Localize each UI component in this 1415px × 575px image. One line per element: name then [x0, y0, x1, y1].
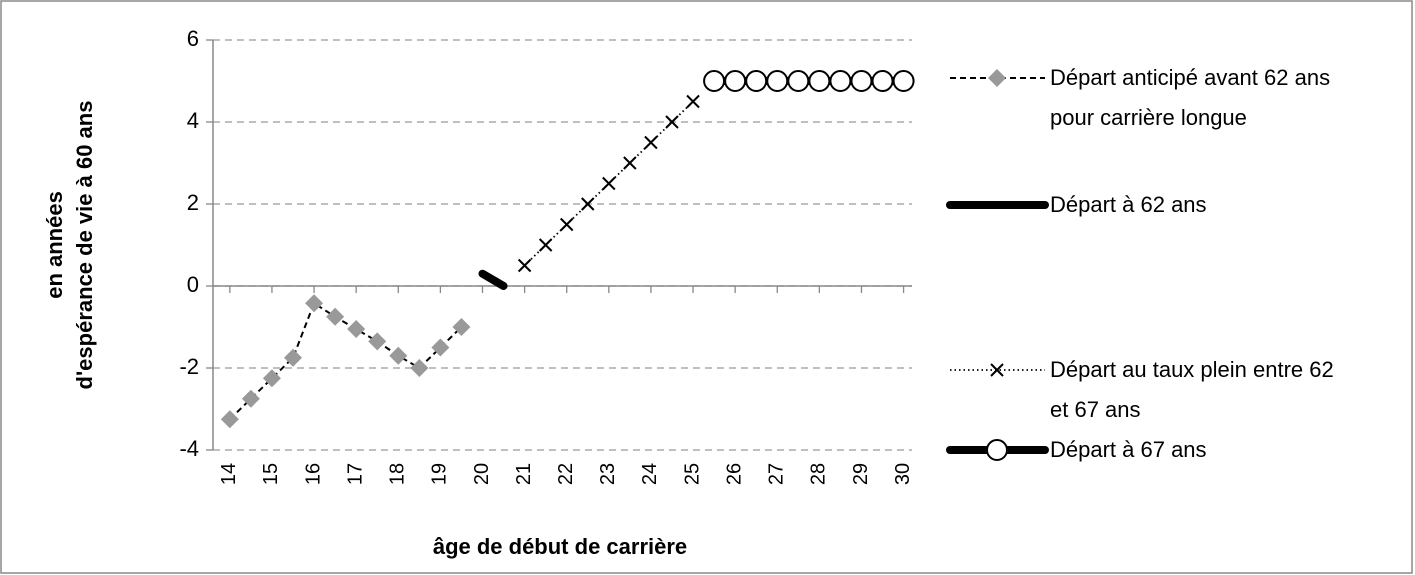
point: [766, 70, 789, 92]
legend-label: Départ à 67 ans: [1050, 437, 1207, 462]
y-axis-title: en années d'espérance de vie à 60 ans: [42, 101, 97, 390]
legend-label: Départ à 62 ans: [1050, 192, 1207, 217]
x-tick-label: 25: [681, 463, 703, 485]
y-tick-label: 4: [187, 108, 199, 133]
series-line: [478, 269, 508, 290]
legend-item: [946, 439, 1049, 461]
legend-marker: [986, 439, 1008, 461]
point: [808, 70, 831, 92]
y-tick-label: 6: [187, 26, 199, 51]
x-tick-label: 26: [723, 463, 745, 485]
x-tick-label: 16: [302, 463, 324, 485]
point: [581, 197, 595, 211]
point: [262, 369, 281, 388]
point: [829, 70, 852, 92]
point: [850, 70, 873, 92]
series-line: [229, 301, 463, 420]
point: [452, 318, 471, 336]
y-tick-label: 0: [187, 272, 199, 297]
point: [431, 338, 450, 357]
x-tick-label: 17: [344, 463, 366, 485]
point: [538, 238, 553, 252]
x-tick-label: 15: [260, 463, 282, 485]
x-tick-label: 24: [639, 463, 661, 485]
x-tick-label: 18: [387, 463, 409, 485]
y-tick-label: -2: [179, 354, 199, 379]
point: [892, 70, 915, 92]
legend-label: Départ au taux plein entre 62 et 67 ans: [1050, 357, 1334, 422]
point: [560, 217, 574, 232]
y-tick-label: 2: [187, 190, 199, 215]
point: [703, 70, 726, 92]
point: [326, 307, 345, 326]
point: [517, 258, 532, 273]
legend-label: Départ anticipé avant 62 ans pour carriè…: [1050, 65, 1331, 130]
point: [871, 70, 894, 92]
x-tick-label: 27: [766, 463, 788, 485]
x-tick-label: 29: [850, 463, 872, 485]
point: [623, 156, 637, 170]
y-axis-title-line: d'espérance de vie à 60 ans: [72, 101, 97, 390]
series: [703, 70, 915, 92]
series: [517, 94, 700, 273]
legend-item: [950, 363, 1045, 377]
series: [220, 294, 471, 429]
point: [241, 389, 260, 408]
point: [644, 135, 658, 150]
x-tick-label: 28: [808, 463, 830, 485]
point: [410, 359, 429, 377]
x-tick-label: 30: [892, 463, 914, 485]
y-tick-label: -4: [179, 436, 199, 461]
y-axis-title-line: en années: [42, 191, 67, 299]
point: [305, 294, 324, 313]
legend-marker: [990, 363, 1004, 377]
series: [478, 269, 508, 290]
point: [368, 332, 387, 351]
x-tick-label: 22: [555, 463, 577, 485]
legend-marker: [988, 69, 1006, 87]
x-tick-label: 21: [513, 463, 535, 485]
point: [389, 346, 408, 365]
x-tick-label: 20: [471, 463, 493, 485]
point: [787, 70, 810, 92]
legend-item: [950, 69, 1045, 87]
point: [745, 70, 768, 92]
point: [686, 94, 700, 109]
point: [347, 320, 366, 339]
x-tick-label: 19: [429, 463, 451, 485]
point: [665, 115, 679, 129]
x-axis-title: âge de début de carrière: [433, 534, 687, 559]
point: [284, 348, 303, 367]
point: [220, 410, 239, 429]
x-tick-label: 14: [218, 463, 240, 485]
point: [602, 176, 616, 191]
point: [724, 70, 747, 92]
x-tick-label: 23: [597, 463, 619, 485]
